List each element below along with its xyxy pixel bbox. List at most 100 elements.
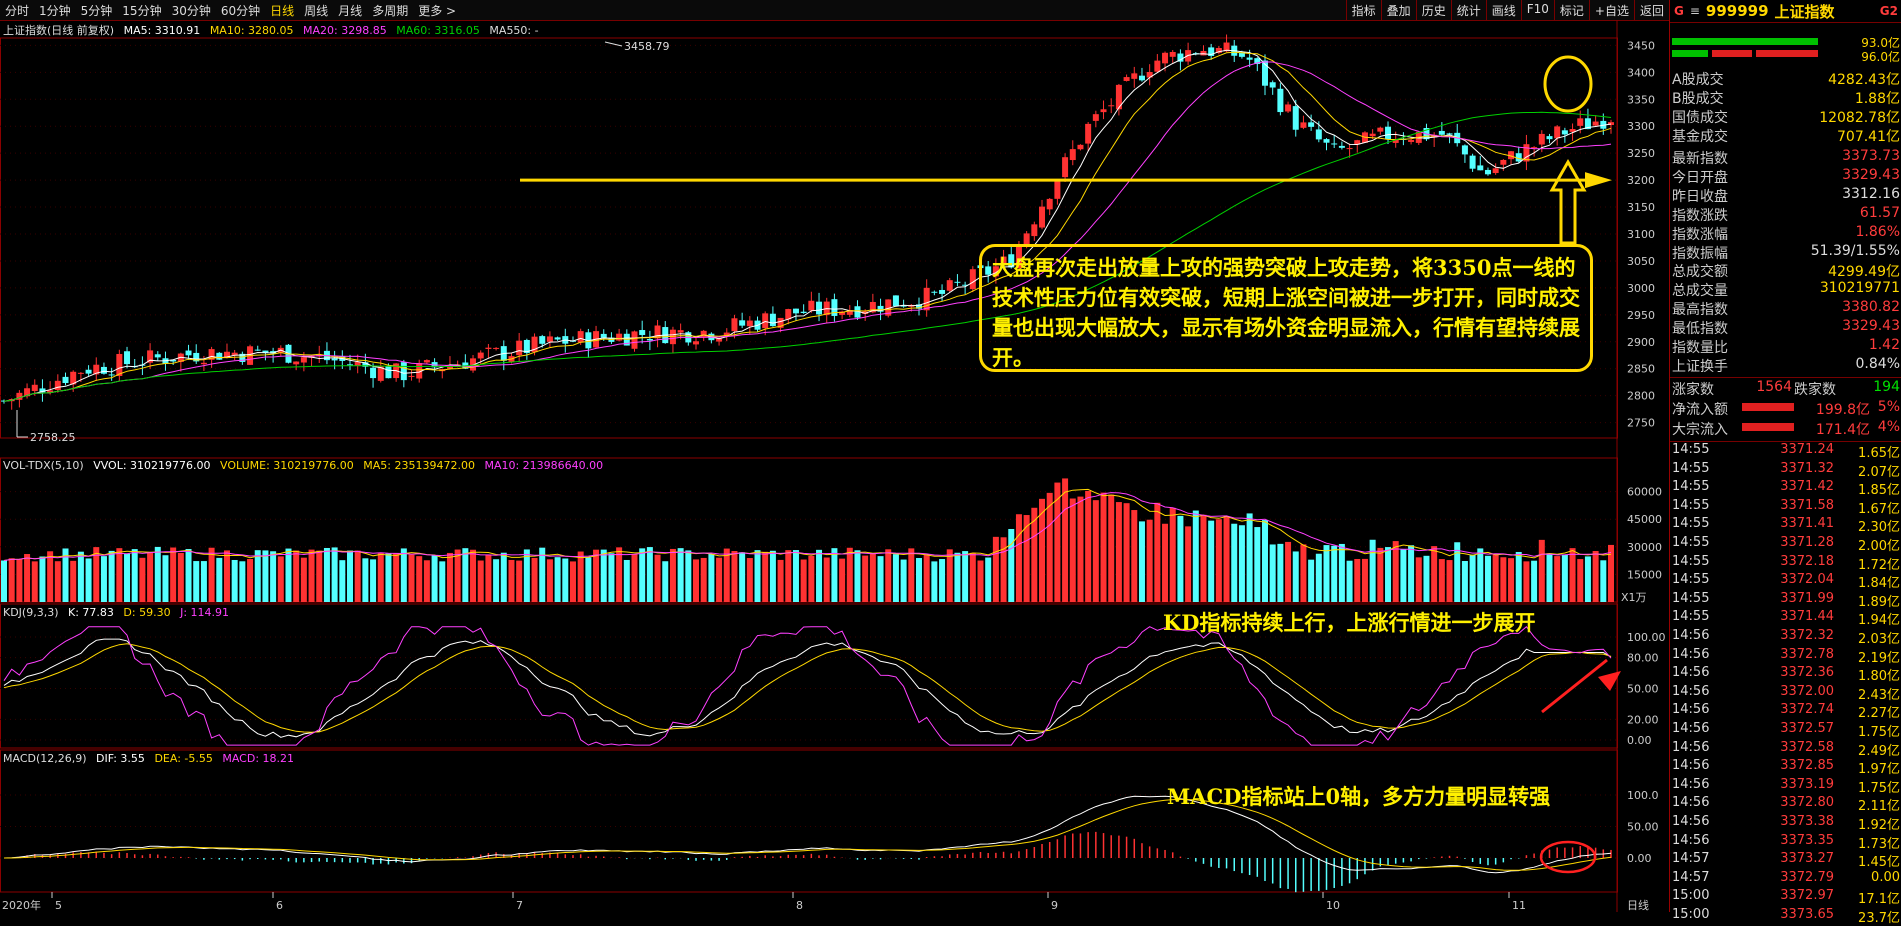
- stat-row: 总成交额 4299.49亿: [1670, 260, 1901, 280]
- candle-body: [1261, 60, 1268, 86]
- tool-button-5[interactable]: F10: [1520, 0, 1554, 20]
- tool-button-7[interactable]: +自选: [1588, 0, 1634, 20]
- candle: [685, 331, 692, 346]
- candle-body: [1377, 127, 1384, 132]
- tick-row: 14:56 3372.58 2.49亿: [1670, 740, 1901, 759]
- volume-bar: [593, 549, 600, 602]
- volume-bar: [1415, 557, 1422, 602]
- candle: [1092, 110, 1099, 128]
- price-tick: 3450: [1627, 39, 1655, 52]
- candle-body: [946, 280, 953, 291]
- stat-value: 1.88亿: [1854, 91, 1900, 107]
- period-tab-10[interactable]: 更多 >: [418, 3, 457, 18]
- volume-bar: [416, 556, 423, 602]
- tick-time: 14:55: [1672, 553, 1710, 569]
- tick-row: 14:55 3371.44 1.94亿: [1670, 609, 1901, 628]
- candle: [939, 284, 946, 302]
- tick-price: 3372.57: [1780, 721, 1834, 736]
- candle-body: [1092, 114, 1099, 121]
- period-tab-5[interactable]: 60分钟: [220, 3, 261, 18]
- candle-body: [1285, 104, 1292, 112]
- kdj-tick: 80.00: [1627, 652, 1659, 665]
- candle-body: [1062, 157, 1069, 178]
- candle: [1438, 122, 1445, 136]
- tick-price: 3372.36: [1780, 665, 1834, 681]
- candle-body: [631, 331, 638, 349]
- candle-body: [846, 310, 853, 315]
- tool-button-2[interactable]: 历史: [1415, 0, 1451, 20]
- candle: [1008, 244, 1015, 269]
- candle-body: [108, 374, 115, 376]
- volume-bar: [931, 561, 938, 602]
- candle-body: [885, 299, 892, 316]
- tick-row: 14:55 3371.41 2.30亿: [1670, 516, 1901, 535]
- tool-button-1[interactable]: 叠加: [1380, 0, 1416, 20]
- volume-bar: [85, 558, 92, 602]
- candle-body: [1592, 121, 1599, 126]
- volume-bar: [516, 560, 523, 602]
- volume-bar: [1600, 560, 1607, 602]
- candle-body: [1108, 105, 1115, 107]
- candle: [639, 320, 646, 344]
- tool-button-8[interactable]: 返回: [1633, 0, 1669, 20]
- candle: [808, 291, 815, 313]
- volume-bar: [623, 559, 630, 602]
- period-tab-2[interactable]: 5分钟: [80, 3, 113, 18]
- candle: [531, 333, 538, 356]
- candle-body: [669, 329, 676, 345]
- volume-bar: [1546, 553, 1553, 602]
- tick-price: 3373.27: [1780, 851, 1834, 867]
- tool-button-0[interactable]: 指标: [1345, 0, 1381, 20]
- candle-body: [1177, 53, 1184, 62]
- candle-body: [1569, 129, 1576, 132]
- stat-value: 1.86%: [1855, 223, 1900, 240]
- tick-row: 14:55 3372.18 1.72亿: [1670, 554, 1901, 573]
- candle-body: [354, 361, 361, 366]
- tool-button-6[interactable]: 标记: [1553, 0, 1589, 20]
- candle-body: [1208, 47, 1215, 56]
- volume-bar: [423, 560, 430, 602]
- period-tab-0[interactable]: 分时: [5, 3, 30, 18]
- period-tab-3[interactable]: 15分钟: [122, 3, 162, 18]
- period-tab-1[interactable]: 1分钟: [39, 3, 71, 18]
- tick-price: 3372.80: [1780, 795, 1834, 811]
- stat-label: 指数量比: [1672, 340, 1728, 356]
- candle-body: [1123, 77, 1130, 81]
- tick-time: 14:56: [1672, 665, 1710, 681]
- volume-bar: [462, 548, 469, 602]
- volume-bar: [1569, 548, 1576, 602]
- high-price-label: 3458.79: [624, 40, 670, 53]
- tick-row: 14:56 3372.32 2.03亿: [1670, 628, 1901, 647]
- candle: [554, 336, 561, 341]
- macd-tick: 0.00: [1627, 852, 1652, 865]
- period-tab-6[interactable]: 日线: [270, 3, 295, 18]
- volume-bar: [62, 548, 69, 602]
- kdj-arrow-line: [1541, 658, 1608, 714]
- down-label: 跌家数: [1794, 382, 1836, 398]
- volume-bar: [669, 548, 676, 602]
- tool-button-4[interactable]: 画线: [1485, 0, 1521, 20]
- tick-time: 14:55: [1672, 479, 1710, 495]
- candle-body: [1331, 143, 1338, 145]
- tick-row: 14:56 3373.35 1.73亿: [1670, 833, 1901, 852]
- period-tab-9[interactable]: 多周期: [372, 3, 409, 18]
- volume-bar: [1308, 559, 1315, 602]
- candle: [1146, 64, 1153, 86]
- tool-button-3[interactable]: 统计: [1450, 0, 1486, 20]
- volume-bar: [1338, 543, 1345, 602]
- period-tab-4[interactable]: 30分钟: [171, 3, 211, 18]
- candle: [370, 363, 377, 388]
- date-label: 6: [276, 899, 283, 912]
- candle: [923, 279, 930, 317]
- period-tab-7[interactable]: 周线: [304, 3, 329, 18]
- volume-bar: [385, 553, 392, 602]
- candle: [185, 344, 192, 360]
- candle: [1077, 144, 1084, 151]
- candle: [1138, 67, 1145, 82]
- volume-bar: [1154, 502, 1161, 602]
- volume-bar: [1254, 527, 1261, 602]
- period-tab-8[interactable]: 月线: [338, 3, 363, 18]
- candle-body: [1039, 206, 1046, 228]
- menu-icon[interactable]: ≡: [1689, 4, 1700, 18]
- candle-body: [477, 352, 484, 359]
